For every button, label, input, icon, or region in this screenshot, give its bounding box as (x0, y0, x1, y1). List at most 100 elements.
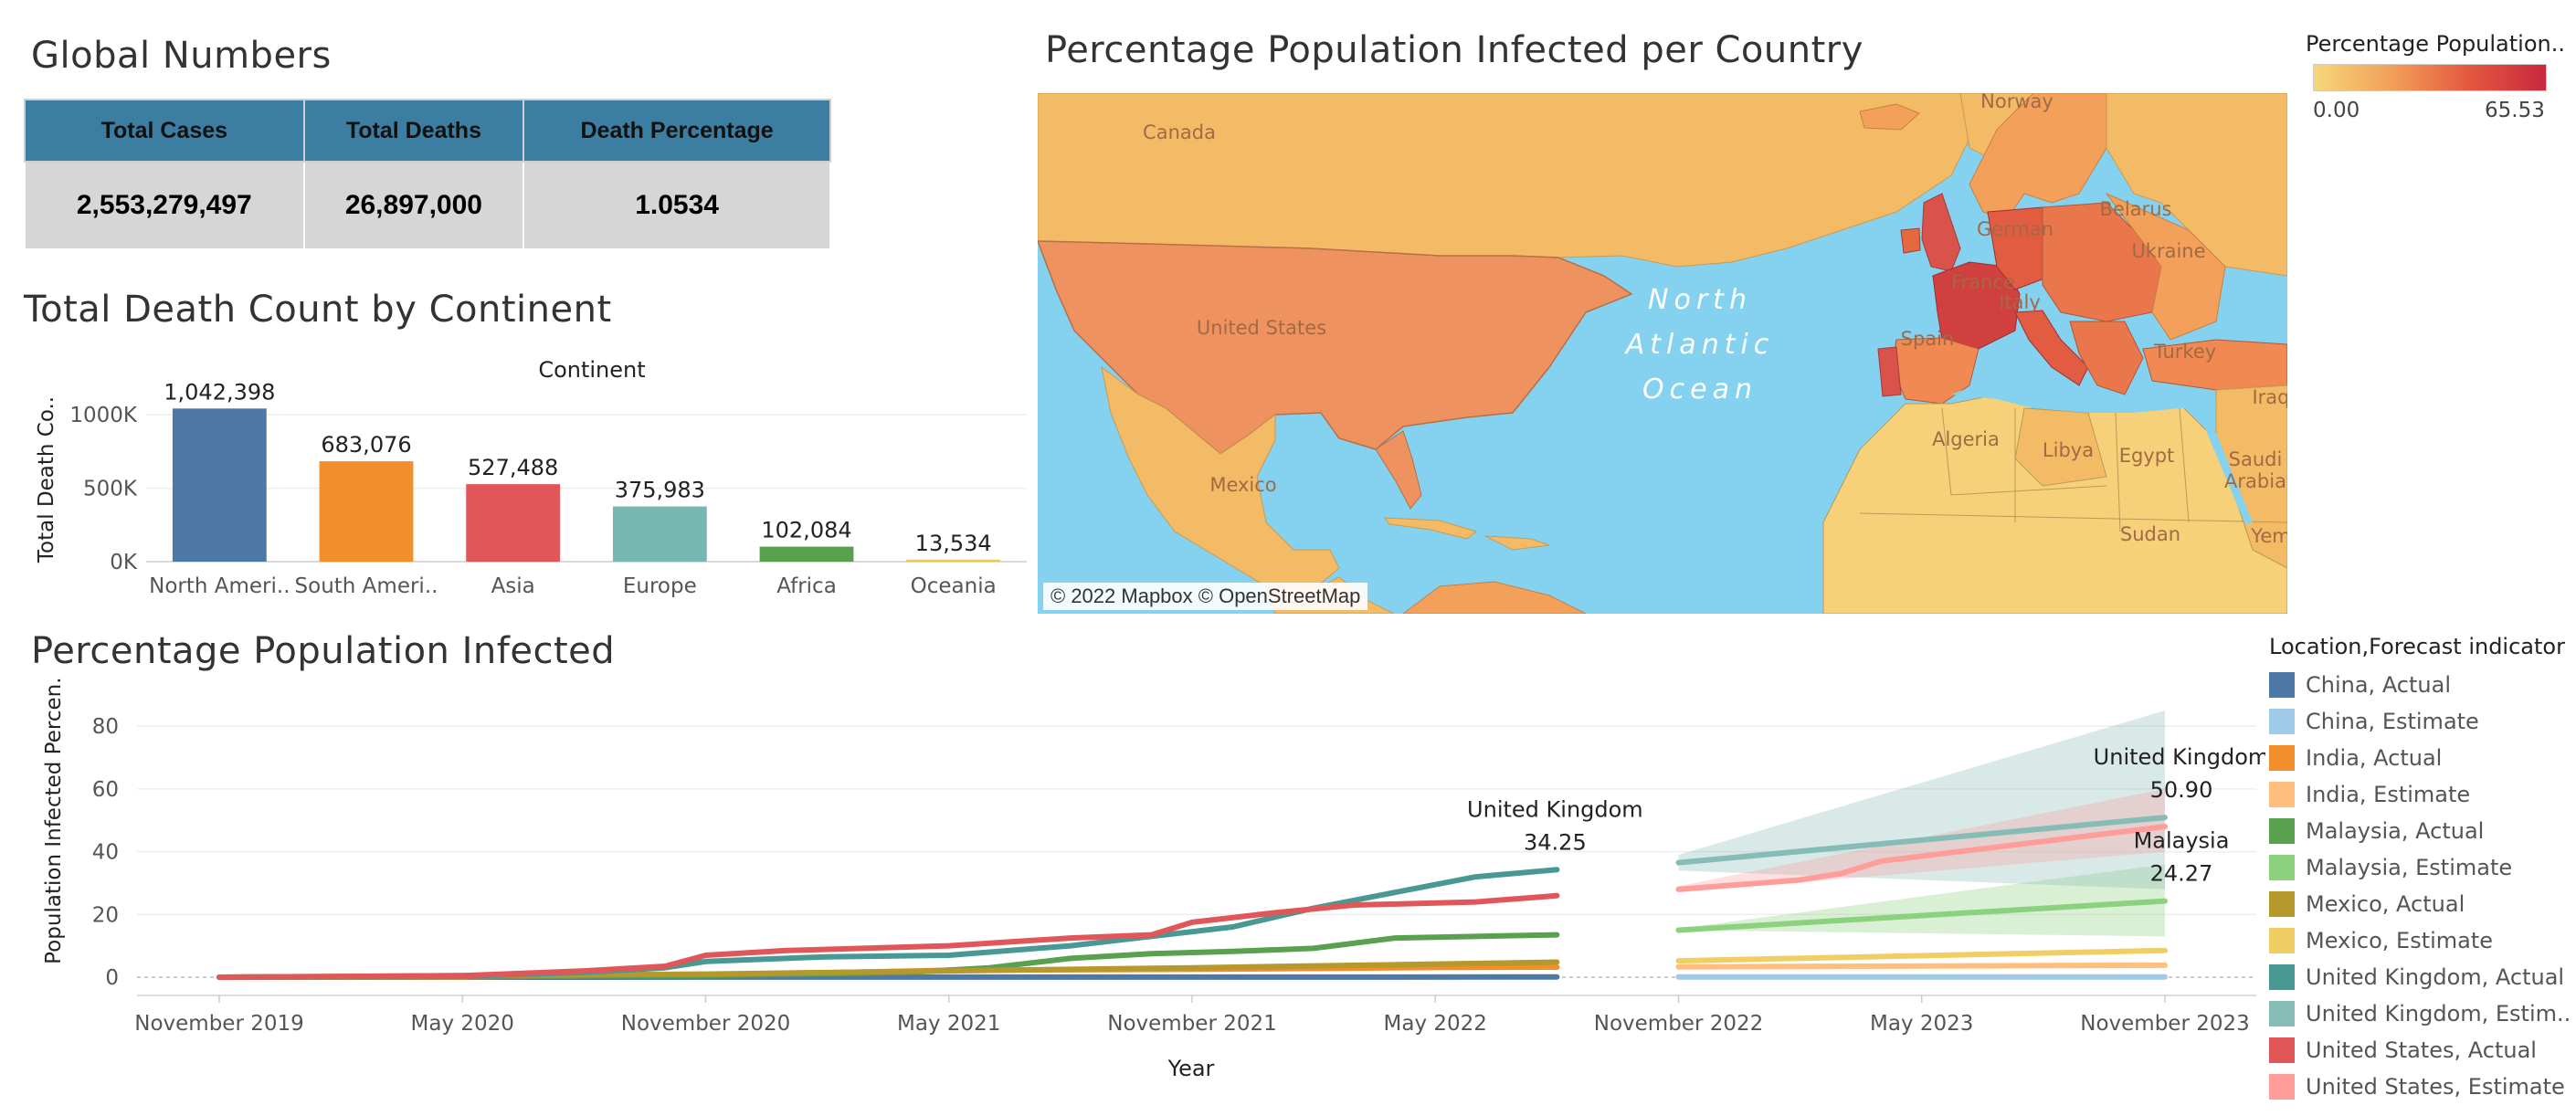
legend-label: China, Estimate (2306, 709, 2479, 734)
legend-item[interactable]: United Kingdom, Estim.. (2269, 995, 2571, 1032)
map-label-arabia: Arabia (2224, 470, 2286, 492)
forecast-band-5 (1678, 864, 2165, 937)
legend-label: India, Estimate (2306, 782, 2471, 807)
iceland-region[interactable] (1859, 103, 1920, 131)
series-line-10 (216, 892, 1560, 980)
map-label-italy: Italy (1999, 291, 2041, 313)
map-label-saudi: Saudi (2229, 448, 2283, 470)
mexico-region[interactable] (1101, 365, 1340, 592)
map-label-sudan: Sudan (2120, 523, 2180, 545)
choropleth-map[interactable]: Canada United States Mexico Norway Germa… (1038, 93, 2287, 614)
line-chart-xlabel: Year (1167, 1056, 1215, 1081)
legend-item[interactable]: India, Actual (2269, 740, 2571, 776)
map-label-ocean: Ocean (1642, 374, 1758, 405)
map-color-scale (2313, 64, 2547, 91)
bar-value-label: 683,076 (321, 432, 411, 458)
global-numbers-title: Global Numbers (31, 35, 332, 77)
legend-item[interactable]: United Kingdom, Actual (2269, 959, 2571, 995)
legend-label: Malaysia, Actual (2306, 818, 2485, 844)
legend-item[interactable]: Mexico, Actual (2269, 886, 2571, 922)
legend-item[interactable]: Mexico, Estimate (2269, 922, 2571, 959)
line-ytick-label: 40 (92, 841, 119, 865)
ireland-region[interactable] (1900, 227, 1921, 254)
legend-item[interactable]: India, Estimate (2269, 776, 2571, 813)
line-xtick-label: May 2023 (1870, 1012, 1973, 1036)
france-region[interactable] (1932, 261, 2021, 350)
balkans-region[interactable] (2069, 321, 2144, 395)
map-label-germany: German (1977, 218, 2053, 240)
italy-region[interactable] (2014, 310, 2089, 386)
line-chart: Population Infected Percen.. Year 0 20 40 6… (42, 676, 2265, 1081)
libya-region[interactable] (2014, 407, 2107, 487)
florida-region[interactable] (1375, 430, 1422, 510)
bar-xtick-label: Europe (623, 574, 697, 598)
annotation-label: United Kingdom (2094, 744, 2265, 770)
map-label-algeria: Algeria (1932, 428, 2000, 450)
legend-swatch (2269, 928, 2295, 953)
total-cases-header: Total Cases (24, 99, 305, 163)
legend-item[interactable]: Malaysia, Actual (2269, 813, 2571, 849)
bar-chart-ylabel: Total Death Co.. (35, 396, 58, 563)
caribbean-region[interactable] (1484, 535, 1550, 551)
map-label-norway: Norway (1980, 93, 2053, 112)
line-xtick-label: May 2022 (1384, 1012, 1487, 1036)
legend-label: Malaysia, Estimate (2306, 855, 2513, 880)
map-label-libya: Libya (2043, 439, 2094, 461)
turkey-region[interactable] (2142, 339, 2287, 391)
legend-swatch (2269, 855, 2295, 880)
series-line-7 (1675, 947, 2168, 964)
line-xtick-label: November 2022 (1594, 1012, 1764, 1036)
red-sea (2202, 422, 2253, 524)
bar-oceania (906, 559, 1001, 562)
map-label-france: France (1951, 271, 2015, 293)
eastern-europe-region[interactable] (2105, 192, 2226, 341)
line-ytick-label: 60 (92, 778, 119, 802)
line-legend-title: Location,Forecast indicator (2269, 634, 2565, 659)
map-legend-title: Percentage Population.. (2306, 31, 2565, 57)
south-america-region[interactable] (1402, 581, 1587, 614)
annotation-label: United Kingdom (1467, 796, 1643, 822)
bar-asia (466, 484, 561, 562)
legend-swatch (2269, 709, 2295, 734)
legend-item[interactable]: Malaysia, Estimate (2269, 849, 2571, 886)
uk-region[interactable] (1921, 193, 1961, 272)
line-ytick-label: 0 (105, 966, 119, 990)
annotation-value: 34.25 (1524, 829, 1587, 855)
series-line-11 (1675, 824, 2168, 892)
map-label-mexico: Mexico (1209, 474, 1276, 496)
series-line-8 (216, 867, 1560, 980)
legend-label: Mexico, Estimate (2306, 928, 2494, 953)
map-label-ukraine: Ukraine (2131, 240, 2205, 262)
north-africa-region[interactable] (1822, 394, 2287, 614)
bar-value-label: 1,042,398 (164, 379, 275, 405)
legend-item[interactable]: United States, Estimate (2269, 1069, 2571, 1105)
line-xtick-label: November 2020 (621, 1012, 791, 1036)
bar-xtick-label: Africa (776, 574, 837, 598)
line-ytick-label: 20 (92, 903, 119, 927)
legend-swatch (2269, 818, 2295, 844)
canada-region[interactable] (1038, 93, 1980, 268)
map-label-egypt: Egypt (2119, 445, 2175, 467)
bar-value-label: 375,983 (615, 478, 705, 503)
legend-swatch (2269, 672, 2295, 698)
map-label-spain: Spain (1901, 328, 1955, 350)
cuba-region[interactable] (1383, 517, 1478, 540)
global-numbers-table: Total Cases Total Deaths Death Percentag… (24, 99, 831, 250)
legend-label: China, Actual (2306, 672, 2451, 698)
map-label-canada: Canada (1143, 121, 1216, 143)
portugal-region[interactable] (1877, 346, 1902, 397)
mediterranean-sea (1951, 367, 2216, 413)
legend-swatch (2269, 1037, 2295, 1063)
bar-chart-header: Continent (538, 357, 645, 383)
annotation-label: Malaysia (2134, 828, 2230, 854)
map-attribution[interactable]: © 2022 Mapbox © OpenStreetMap (1043, 583, 1368, 610)
legend-item[interactable]: China, Actual (2269, 667, 2571, 703)
legend-swatch (2269, 782, 2295, 807)
legend-item[interactable]: China, Estimate (2269, 703, 2571, 740)
legend-item[interactable]: United States, Actual (2269, 1032, 2571, 1069)
legend-swatch (2269, 891, 2295, 917)
legend-label: United Kingdom, Actual (2306, 964, 2565, 990)
legend-label: India, Actual (2306, 745, 2443, 771)
map-title: Percentage Population Infected per Count… (1045, 29, 1863, 71)
bar-south-america (319, 461, 414, 562)
